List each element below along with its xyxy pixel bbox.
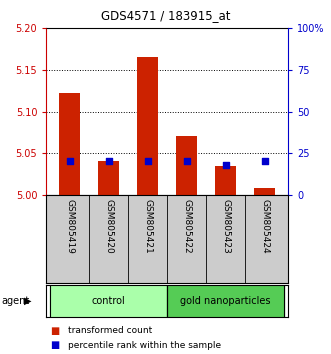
Text: control: control: [92, 296, 125, 306]
Text: GDS4571 / 183915_at: GDS4571 / 183915_at: [101, 9, 230, 22]
Text: GSM805420: GSM805420: [104, 199, 113, 254]
Point: [223, 162, 228, 167]
Bar: [98, 161, 119, 195]
Text: ■: ■: [50, 326, 59, 336]
Bar: [254, 188, 275, 195]
Text: percentile rank within the sample: percentile rank within the sample: [68, 341, 221, 350]
Point: [67, 159, 72, 164]
Point: [184, 159, 189, 164]
Point: [145, 159, 150, 164]
Text: ■: ■: [50, 340, 59, 350]
Bar: [215, 166, 236, 195]
Point: [262, 159, 267, 164]
Text: gold nanoparticles: gold nanoparticles: [180, 296, 271, 306]
Bar: [137, 57, 159, 195]
Text: transformed count: transformed count: [68, 326, 152, 336]
Text: GSM805422: GSM805422: [182, 199, 191, 254]
Text: ▶: ▶: [24, 296, 31, 306]
Text: GSM805421: GSM805421: [143, 199, 152, 254]
Bar: [59, 93, 80, 195]
Text: GSM805424: GSM805424: [260, 199, 269, 254]
Point: [106, 159, 111, 164]
Text: GSM805423: GSM805423: [221, 199, 230, 254]
Text: GSM805419: GSM805419: [65, 199, 74, 254]
Text: agent: agent: [2, 296, 30, 306]
Bar: [176, 136, 197, 195]
